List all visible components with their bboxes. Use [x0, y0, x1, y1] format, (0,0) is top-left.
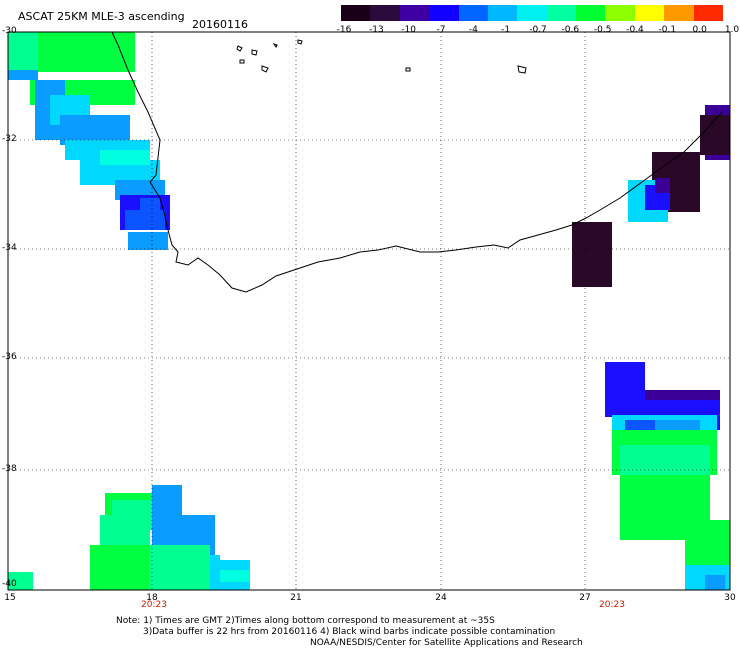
island [236, 45, 243, 52]
swath-cell [90, 545, 150, 590]
legend-label: -7 [436, 25, 446, 35]
swath-cell [128, 232, 168, 250]
swath-cell [100, 150, 150, 165]
swath-cell [705, 575, 725, 590]
swath-cell [125, 210, 165, 230]
island [261, 65, 269, 73]
time-tick-label: 20:23 [599, 600, 625, 610]
legend-label: -4 [468, 25, 478, 35]
note-line: 3)Data buffer is 22 hrs from 20160116 4)… [143, 627, 556, 637]
swath-cell [140, 198, 160, 210]
legend-label: -0.5 [593, 25, 612, 35]
legend-label: -1 [501, 25, 511, 35]
legend-swatch [429, 5, 460, 21]
legend-label: -0.4 [626, 25, 644, 35]
lat-tick-label: -32 [2, 134, 17, 144]
lat-tick-label: -30 [2, 26, 17, 36]
island [517, 65, 527, 74]
swath-cell [220, 570, 250, 582]
legend-labels: -16 -13 -10 -7 -4 -1 -0.7 -0.6 -0.5 -0.4 -0.1 0.0 1.… [330, 25, 740, 37]
legend-swatch [458, 5, 489, 21]
island [297, 39, 303, 45]
legend-label: -0.6 [561, 25, 580, 35]
swath-cell [8, 32, 38, 72]
legend-label: 0.0 [692, 25, 707, 35]
island [405, 67, 411, 72]
island [251, 49, 258, 56]
color-legend [341, 5, 724, 21]
grid-lines [8, 32, 730, 590]
lon-tick-label: 27 [579, 593, 591, 603]
lat-tick-label: -34 [2, 243, 17, 253]
legend-swatch [399, 5, 430, 21]
note-line: Note: 1) Times are GMT 2)Times along bot… [116, 616, 495, 626]
map-frame [7, 31, 731, 591]
island [272, 43, 278, 48]
swath-cell [655, 178, 670, 193]
legend-swatch [546, 5, 577, 21]
legend-swatch [664, 5, 695, 21]
coastline [111, 31, 723, 293]
footnotes: Note: 1) Times are GMT 2)Times along bot… [116, 616, 583, 649]
swath-cell [112, 500, 152, 530]
legend-swatch [634, 5, 665, 21]
legend-swatch [487, 5, 518, 21]
legend-swatch [693, 5, 724, 21]
south-africa-coastline [111, 31, 723, 293]
legend-label: -0.1 [658, 25, 677, 35]
lon-tick-label: 15 [4, 593, 16, 603]
legend-label: -10 [401, 25, 417, 35]
legend-swatch [517, 5, 548, 21]
lon-tick-label: 18 [146, 593, 158, 603]
lon-tick-label: 21 [290, 593, 302, 603]
legend-label: -13 [368, 25, 384, 35]
legend-swatch [605, 5, 636, 21]
lon-tick-label: 24 [435, 593, 447, 603]
time-tick-label: 20:23 [141, 600, 167, 610]
lon-tick-label: 30 [724, 593, 736, 603]
lat-tick-label: -36 [2, 352, 17, 362]
swath-cell [572, 222, 612, 287]
note-line: NOAA/NESDIS/Center for Satellite Applica… [310, 638, 583, 648]
data-swaths [8, 32, 730, 590]
lat-tick-label: -40 [2, 579, 17, 589]
swath-cell [8, 70, 38, 80]
legend-swatch [370, 5, 401, 21]
map-date: 20160116 [192, 18, 248, 31]
legend-label: -16 [336, 25, 352, 35]
map-title: ASCAT 25KM MLE-3 ascending [18, 10, 185, 23]
lat-tick-label: -38 [2, 464, 17, 474]
swath-cell [700, 115, 730, 155]
swath-cell [8, 572, 33, 590]
legend-swatch [341, 5, 371, 21]
swath-cell [150, 545, 210, 590]
legend-label: 1.0 [724, 25, 740, 35]
legend-swatch [576, 5, 606, 21]
island [239, 59, 245, 64]
swath-cell [620, 445, 710, 475]
legend-label: -0.7 [529, 25, 547, 35]
swath-cell [685, 520, 730, 570]
